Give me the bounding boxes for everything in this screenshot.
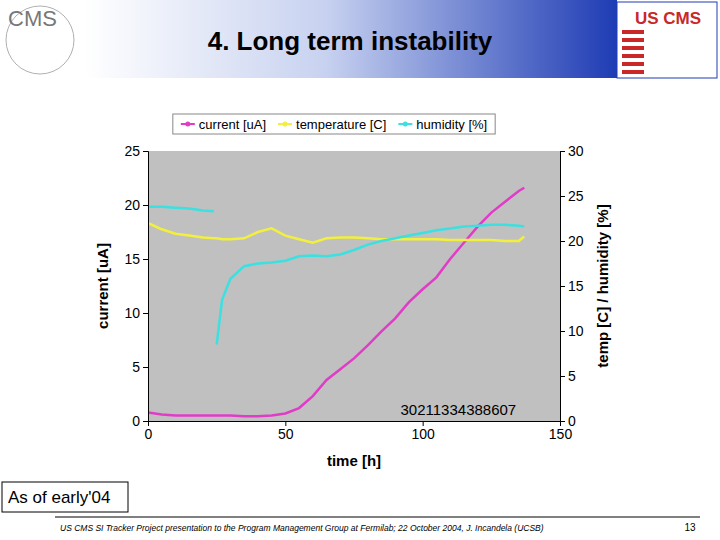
legend-label: temperature [C]	[296, 117, 386, 132]
slide-title: 4. Long term instability	[208, 26, 493, 56]
tick: 10	[560, 323, 584, 339]
tick: 10	[124, 305, 148, 321]
footer-rule	[55, 517, 700, 518]
tick-mark	[560, 241, 565, 242]
tick-mark	[560, 151, 565, 152]
page-number: 13	[684, 522, 696, 533]
page: 4. Long term instabilityCMSUS CMS0501001…	[0, 0, 720, 540]
note-text: As of early'04	[8, 488, 110, 507]
tick-mark	[143, 151, 148, 152]
y-axis: 0 5 10 15 20 25	[124, 143, 148, 429]
tick: 0	[132, 413, 148, 429]
tick-label: 30	[568, 143, 584, 159]
tick: 0	[560, 413, 576, 429]
x-axis: 050100150	[145, 421, 573, 442]
tick-label: 20	[124, 197, 140, 213]
x-axis-title: time [h]	[327, 452, 381, 469]
y2-axis-title: temp [C] / humidity [%]	[594, 204, 611, 367]
tick-mark	[143, 421, 148, 422]
annotation: 30211334388607	[401, 401, 517, 418]
tick-mark	[143, 205, 148, 206]
logo-stripe	[622, 70, 644, 74]
tick-label: 0	[132, 413, 140, 429]
tick: 20	[560, 233, 584, 249]
tick: 25	[124, 143, 148, 159]
tick-label: 25	[124, 143, 140, 159]
tick-label: 20	[568, 233, 584, 249]
header-bar	[85, 0, 617, 78]
tick-mark	[560, 196, 565, 197]
y2-axis: 0 5 10 15 20 25 30	[560, 143, 584, 429]
legend-item: current [uA]	[181, 117, 266, 132]
tick-label: 100	[411, 426, 435, 442]
axis-line	[143, 152, 149, 422]
tick-mark	[560, 331, 565, 332]
tick-label: 10	[124, 305, 140, 321]
note-box	[2, 482, 128, 512]
logo-right-box	[617, 2, 717, 78]
legend-label: current [uA]	[199, 117, 266, 132]
tick-mark	[560, 376, 565, 377]
tick: 50	[278, 421, 294, 442]
series-line	[148, 188, 524, 416]
tick-label: 25	[568, 188, 584, 204]
tick: 0	[145, 421, 153, 442]
series-line	[148, 207, 524, 345]
tick: 15	[560, 278, 584, 294]
legend-marker	[283, 122, 288, 127]
tick-label: 15	[568, 278, 584, 294]
y-axis-title: current [uA]	[94, 243, 111, 329]
tick: 20	[124, 197, 148, 213]
tick-mark	[143, 367, 148, 368]
tick-mark	[560, 286, 565, 287]
logo-stripe	[622, 38, 644, 42]
legend-label: humidity [%]	[416, 117, 487, 132]
axis-line	[149, 422, 561, 427]
logo-left-text: CMS	[8, 6, 57, 31]
tick: 100	[411, 421, 435, 442]
legend-marker	[185, 122, 190, 127]
tick: 5	[132, 359, 148, 375]
tick: 15	[124, 251, 148, 267]
legend-item: humidity [%]	[398, 117, 487, 132]
tick-mark	[143, 313, 148, 314]
logo-stripe	[622, 54, 644, 58]
footer-text: US CMS SI Tracker Project presentation t…	[60, 523, 544, 533]
tick: 5	[560, 368, 576, 384]
tick: 30	[560, 143, 584, 159]
tick: 25	[560, 188, 584, 204]
tick-mark	[143, 259, 148, 260]
plot-background	[148, 151, 560, 421]
logo-stripe	[622, 30, 644, 34]
axis-line	[561, 152, 566, 422]
logo-ring	[6, 6, 74, 74]
tick-label: 5	[132, 359, 140, 375]
tick-label: 5	[568, 368, 576, 384]
tick-label: 15	[124, 251, 140, 267]
logo-stripe	[622, 62, 644, 66]
plot-marks	[148, 188, 524, 416]
slide: 4. Long term instabilityCMSUS CMS0501001…	[0, 0, 720, 540]
tick-label: 10	[568, 323, 584, 339]
legend-item: temperature [C]	[278, 117, 386, 132]
logo-stripe	[622, 46, 644, 50]
legend-marker	[403, 122, 408, 127]
chart-area	[78, 108, 635, 475]
legend-box	[173, 114, 495, 134]
legend: current [uA] temperature [C] humidity [%]	[173, 114, 495, 134]
tick-label: 50	[278, 426, 294, 442]
tick-label: 0	[568, 413, 576, 429]
tick-mark	[560, 421, 565, 422]
tick-label: 0	[145, 426, 153, 442]
logo-right-text: US CMS	[635, 9, 701, 28]
